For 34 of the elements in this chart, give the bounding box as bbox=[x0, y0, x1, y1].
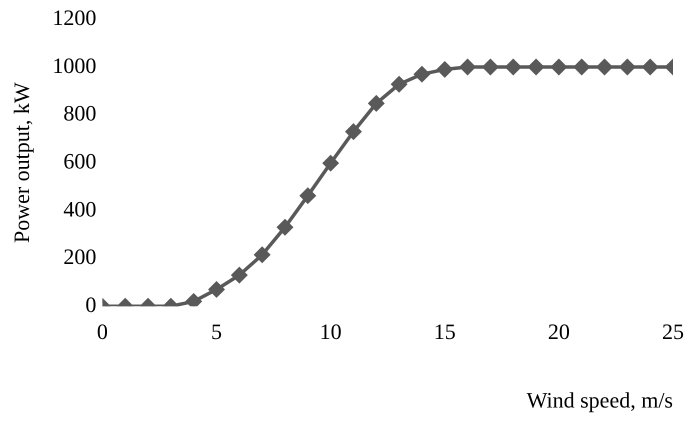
point bbox=[322, 155, 338, 171]
x-tick-label: 5 bbox=[211, 319, 222, 344]
point bbox=[437, 62, 453, 78]
point bbox=[551, 59, 567, 75]
y-tick-label: 800 bbox=[63, 100, 96, 126]
point bbox=[232, 267, 248, 283]
x-tick-label: 25 bbox=[662, 319, 684, 344]
point bbox=[574, 59, 590, 75]
point bbox=[596, 59, 612, 75]
point bbox=[368, 96, 384, 112]
y-tick-label: 400 bbox=[63, 196, 96, 222]
y-tick-label: 1000 bbox=[52, 52, 96, 78]
point bbox=[620, 59, 636, 75]
point bbox=[505, 59, 521, 75]
y-tick-label: 1200 bbox=[52, 4, 96, 30]
point bbox=[254, 247, 270, 263]
x-axis-title: Wind speed, m/s bbox=[526, 388, 673, 413]
x-tick-label: 15 bbox=[434, 319, 456, 344]
point bbox=[277, 220, 293, 236]
point bbox=[346, 124, 362, 140]
point bbox=[642, 59, 658, 75]
y-axis-title: Power output, kW bbox=[8, 82, 34, 244]
point bbox=[208, 282, 224, 298]
point bbox=[482, 59, 498, 75]
x-tick-label: 20 bbox=[548, 319, 570, 344]
y-tick-label: 0 bbox=[85, 292, 96, 317]
x-tick-label: 10 bbox=[320, 319, 342, 344]
point bbox=[460, 59, 476, 75]
y-tick-label: 200 bbox=[63, 244, 96, 270]
point bbox=[391, 76, 407, 92]
point bbox=[528, 59, 544, 75]
point bbox=[300, 188, 316, 204]
y-tick-label: 600 bbox=[63, 148, 96, 174]
point bbox=[414, 66, 430, 82]
